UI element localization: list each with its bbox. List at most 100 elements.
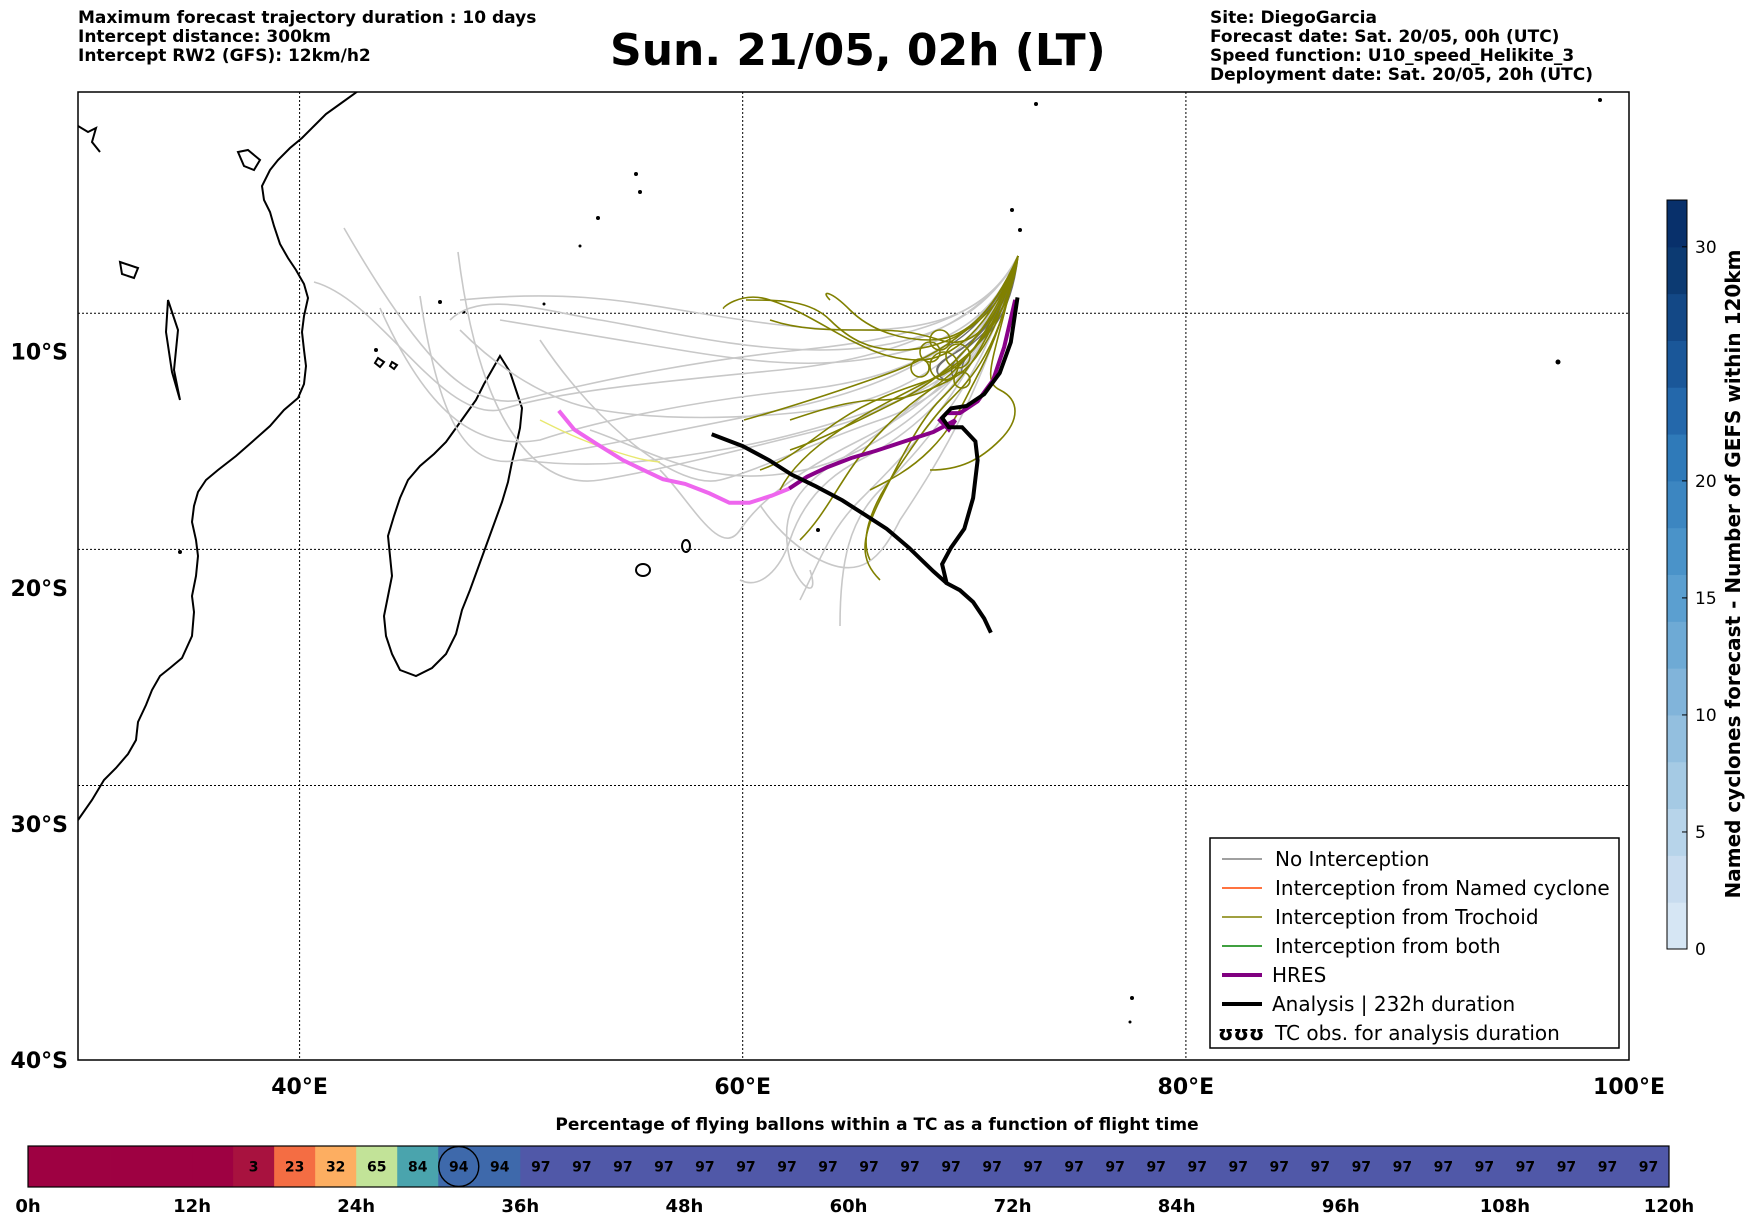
- strip-cell: [1463, 1146, 1506, 1187]
- strip-cell: [1586, 1146, 1629, 1187]
- strip-cell: [684, 1146, 726, 1187]
- colorbar-band: [1667, 340, 1687, 388]
- strip-cell: [479, 1146, 521, 1187]
- colorbar-band: [1667, 714, 1687, 763]
- strip-cell-value: 32: [326, 1160, 345, 1176]
- header-deployment-date: Deployment date: Sat. 20/05, 20h (UTC): [1210, 65, 1594, 85]
- header-forecast-date: Forecast date: Sat. 20/05, 00h (UTC): [1210, 27, 1560, 47]
- strip-cell-value: 97: [1393, 1160, 1412, 1176]
- map-gridlines: [78, 92, 1629, 1060]
- coastline-islets: [178, 98, 1602, 1024]
- strip-cell-value: 97: [736, 1160, 755, 1176]
- trochoid-interception-trajectories: [722, 255, 1019, 581]
- colorbar-tick-label: 15: [1695, 589, 1717, 609]
- lon-tick-label: 40°E: [271, 1075, 328, 1100]
- map-legend: No Interception Interception from Named c…: [1209, 837, 1620, 1049]
- colorbar-band: [1667, 574, 1687, 622]
- strip-cell: [561, 1146, 603, 1187]
- legend-entry-label: Analysis | 232h duration: [1272, 992, 1515, 1016]
- strip-cell-value: 97: [1023, 1160, 1042, 1176]
- strip-cell-value: 97: [1352, 1160, 1371, 1176]
- flight-time-strip: 3 23 32 65 84 94 94 97 97 97 97 97 97 97 97 97 97 97 97 97 9…: [15, 1145, 1694, 1217]
- colorbar-band: [1667, 434, 1687, 482]
- legend-symbol-tc-obs: ʊʊʊ: [1218, 1021, 1264, 1045]
- strip-cell-value: 97: [1187, 1160, 1206, 1176]
- strip-cell-value: 97: [654, 1160, 673, 1176]
- map-frame: [77, 91, 1630, 1061]
- strip-cell: [1176, 1146, 1219, 1187]
- analysis-track-west: [710, 432, 948, 585]
- colorbar-band: [1667, 761, 1687, 810]
- lon-tick-label: 100°E: [1593, 1075, 1665, 1100]
- strip-cell-value: 97: [900, 1160, 919, 1176]
- strip-cell-value: 97: [1064, 1160, 1083, 1176]
- strip-cell: [1381, 1146, 1424, 1187]
- strip-cell: [1053, 1146, 1096, 1187]
- colorbar-band: [1667, 480, 1687, 529]
- strip-cell-value: 97: [1146, 1160, 1165, 1176]
- strip-cell: [28, 1146, 70, 1187]
- strip-cell-value: 97: [572, 1160, 591, 1176]
- legend-box: [1209, 837, 1620, 1049]
- coastline-africa-north: [78, 125, 101, 153]
- header-intercept-rw2: Intercept RW2 (GFS): 12km/h2: [78, 46, 371, 66]
- strip-tick-label: 24h: [337, 1196, 375, 1217]
- strip-cell: [848, 1146, 890, 1187]
- legend-entry-label: TC obs. for analysis duration: [1274, 1021, 1560, 1045]
- strip-cell-value: 97: [1475, 1160, 1494, 1176]
- legend-entry-label: Interception from Named cyclone: [1275, 876, 1610, 900]
- strip-tick-label: 48h: [665, 1196, 703, 1217]
- colorbar-band: [1667, 902, 1687, 950]
- legend-entry-label: HRES: [1272, 963, 1326, 987]
- strip-cell: [1340, 1146, 1383, 1187]
- strip-frame: [27, 1145, 1670, 1188]
- legend-entry-label: Interception from both: [1275, 934, 1501, 958]
- coastline-reunion: [635, 563, 651, 577]
- strip-cell-value: 97: [1557, 1160, 1576, 1176]
- colorbar-tick-label: 30: [1695, 238, 1717, 258]
- strip-cell: [766, 1146, 808, 1187]
- coastline-aldabra: [118, 260, 181, 401]
- header-duration: Maximum forecast trajectory duration : 1…: [78, 8, 537, 28]
- strip-cell: [1545, 1146, 1588, 1187]
- trajectory-loops: [910, 329, 971, 389]
- colorbar-band: [1667, 621, 1687, 669]
- strip-cell: [930, 1146, 972, 1187]
- strip-cell-value: 97: [1639, 1160, 1658, 1176]
- hres-track-extension: [557, 409, 790, 505]
- colorbar-tick-label: 5: [1695, 823, 1706, 843]
- strip-cell-value: 97: [1105, 1160, 1124, 1176]
- strip-cell: [889, 1146, 931, 1187]
- lat-tick-label: 30°S: [11, 813, 68, 838]
- strip-cell-value: 97: [1434, 1160, 1453, 1176]
- lon-tick-label: 80°E: [1158, 1075, 1215, 1100]
- longitude-tick-labels: 40°E 60°E 80°E 100°E: [271, 1075, 1665, 1100]
- coastline-madagascar: [382, 354, 524, 678]
- strip-title: Percentage of flying ballons within a TC…: [555, 1115, 1199, 1135]
- strip-cell-value: 97: [1516, 1160, 1535, 1176]
- strip-tick-label: 0h: [15, 1196, 40, 1217]
- colorbar-tick-label: 10: [1695, 706, 1717, 726]
- strip-cell-value: 65: [367, 1160, 386, 1176]
- strip-tick-label: 84h: [1158, 1196, 1196, 1217]
- lon-tick-label: 60°E: [714, 1075, 771, 1100]
- strip-cell: [315, 1146, 357, 1187]
- strip-cell: [807, 1146, 849, 1187]
- strip-cell-value: 97: [531, 1160, 550, 1176]
- colorbar-tick-label: 0: [1695, 940, 1706, 960]
- strip-cell-value: 97: [695, 1160, 714, 1176]
- strip-cell: [192, 1146, 234, 1187]
- colorbar-frame: [1666, 199, 1688, 950]
- strip-cell: [602, 1146, 644, 1187]
- strip-cell-value: 94: [490, 1160, 510, 1176]
- strip-cell-value: 97: [982, 1160, 1001, 1176]
- strip-cell: [1627, 1146, 1670, 1187]
- strip-cell: [151, 1146, 193, 1187]
- latitude-tick-labels: 10°S 20°S 30°S 40°S: [11, 341, 68, 1074]
- strip-cell: [1135, 1146, 1178, 1187]
- colorbar-tick-label: 20: [1695, 472, 1717, 492]
- colorbar-band: [1667, 808, 1687, 856]
- page-title: Sun. 21/05, 02h (LT): [610, 25, 1106, 76]
- coastline-mauritius: [681, 539, 691, 553]
- strip-cell-value: 97: [1598, 1160, 1617, 1176]
